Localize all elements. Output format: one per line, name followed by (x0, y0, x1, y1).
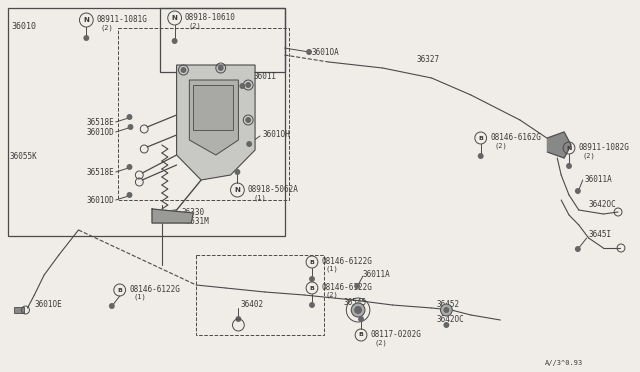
Polygon shape (177, 65, 255, 180)
Text: 08918-5062A: 08918-5062A (247, 185, 298, 194)
Circle shape (358, 316, 364, 322)
Text: (1): (1) (253, 194, 266, 201)
Text: 08146-6122G: 08146-6122G (322, 257, 372, 266)
Text: 36011A: 36011A (585, 175, 612, 184)
Text: 3601OE: 3601OE (35, 300, 62, 309)
Text: 3645I: 3645I (589, 230, 612, 239)
Text: 3642OC: 3642OC (589, 200, 616, 209)
Circle shape (236, 316, 241, 322)
Text: N: N (83, 17, 89, 23)
Text: 08146-6122G: 08146-6122G (129, 285, 180, 294)
Circle shape (575, 246, 580, 252)
Polygon shape (189, 80, 238, 155)
Circle shape (245, 82, 251, 88)
Circle shape (444, 307, 449, 313)
Circle shape (218, 65, 224, 71)
Circle shape (309, 302, 315, 308)
Circle shape (478, 153, 484, 159)
Text: B: B (310, 260, 314, 264)
Text: 36055K: 36055K (10, 152, 38, 161)
Text: 08146-6162G: 08146-6162G (490, 133, 541, 142)
Circle shape (234, 169, 241, 175)
Text: (2): (2) (188, 22, 201, 29)
Bar (193, 85, 232, 130)
Text: 3601OA: 3601OA (312, 48, 340, 57)
Text: 36327: 36327 (417, 55, 440, 64)
Text: 08918-10610: 08918-10610 (184, 13, 236, 22)
Text: B: B (478, 135, 483, 141)
Text: 36402: 36402 (241, 300, 264, 309)
Bar (196, 255, 324, 335)
Text: B: B (117, 288, 122, 292)
Text: 3642OC: 3642OC (436, 315, 464, 324)
Bar (8, 8, 285, 236)
Text: 08911-1082G: 08911-1082G (579, 143, 630, 152)
Circle shape (566, 163, 572, 169)
Text: 3601OD: 3601OD (86, 128, 114, 137)
Text: N: N (566, 145, 572, 151)
Circle shape (575, 188, 580, 194)
Circle shape (440, 304, 452, 316)
Text: (2): (2) (100, 24, 113, 31)
Circle shape (180, 67, 186, 73)
Circle shape (444, 322, 449, 328)
Text: 36518E: 36518E (86, 118, 114, 127)
Circle shape (83, 35, 89, 41)
Bar (160, 8, 285, 72)
Text: 36452: 36452 (436, 300, 460, 309)
Text: (2): (2) (495, 142, 508, 148)
Text: B: B (310, 285, 314, 291)
Circle shape (172, 38, 177, 44)
Text: 36330: 36330 (182, 208, 205, 217)
Text: (1): (1) (133, 294, 146, 301)
Text: 36518E: 36518E (86, 168, 114, 177)
Text: 08146-6122G: 08146-6122G (322, 283, 372, 292)
Circle shape (306, 49, 312, 55)
Text: 36545: 36545 (344, 298, 367, 307)
Text: 46531M: 46531M (182, 217, 209, 226)
Text: 3601OD: 3601OD (86, 196, 114, 205)
Text: (2): (2) (326, 292, 339, 298)
Bar (13, 307, 24, 313)
Text: (2): (2) (583, 152, 595, 158)
Circle shape (127, 164, 132, 170)
Text: N: N (172, 15, 177, 21)
Text: 3601I: 3601I (253, 72, 276, 81)
Text: 08911-1081G: 08911-1081G (96, 15, 147, 24)
Text: (2): (2) (375, 339, 387, 346)
Text: 3601OH: 3601OH (263, 130, 291, 139)
Circle shape (309, 276, 315, 282)
Text: (1): (1) (326, 266, 339, 273)
Text: 36010: 36010 (12, 22, 36, 31)
Circle shape (239, 83, 245, 89)
Circle shape (127, 192, 132, 198)
Polygon shape (547, 132, 571, 158)
Polygon shape (152, 209, 193, 223)
Circle shape (354, 306, 362, 314)
Text: B: B (358, 333, 364, 337)
Text: A//3^0.93: A//3^0.93 (545, 360, 583, 366)
Circle shape (127, 114, 132, 120)
Circle shape (245, 117, 251, 123)
Circle shape (354, 283, 360, 289)
Circle shape (109, 303, 115, 309)
Text: 08117-0202G: 08117-0202G (371, 330, 422, 339)
Text: 36011A: 36011A (363, 270, 391, 279)
Circle shape (351, 303, 365, 317)
Circle shape (127, 124, 133, 130)
Circle shape (246, 141, 252, 147)
Text: N: N (234, 187, 241, 193)
